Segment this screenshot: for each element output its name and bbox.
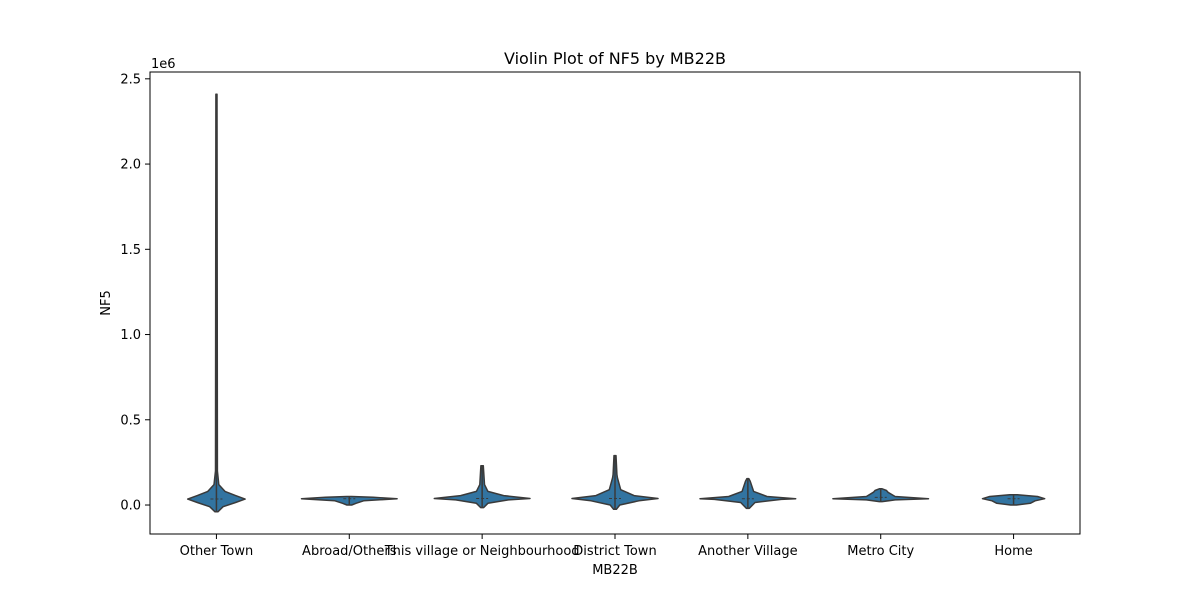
violins-group <box>186 93 1046 513</box>
x-tick-label: This village or Neighbourhood <box>384 544 580 559</box>
x-tick-label: Metro City <box>847 544 914 559</box>
y-tick-label: 1.0 <box>120 328 141 343</box>
y-tick-label: 0.0 <box>120 499 141 514</box>
x-axis-label: MB22B <box>592 563 638 578</box>
y-axis-ticks: 0.0 0.5 1.0 1.5 2.0 2.5 <box>120 72 150 514</box>
y-offset-label: 1e6 <box>151 57 176 72</box>
x-tick-label: District Town <box>573 544 656 559</box>
y-tick-label: 1.5 <box>120 243 141 258</box>
y-tick-label: 2.5 <box>120 72 141 87</box>
plot-frame <box>149 71 1081 535</box>
x-tick-label: Home <box>994 544 1032 559</box>
y-tick-label: 0.5 <box>120 413 141 428</box>
x-tick-label: Another Village <box>698 544 798 559</box>
x-tick-label: Abroad/Others <box>302 544 397 559</box>
y-axis-label: NF5 <box>99 290 114 315</box>
chart-title: Violin Plot of NF5 by MB22B <box>504 49 726 68</box>
y-tick-label: 2.0 <box>120 158 141 173</box>
x-tick-label: Other Town <box>180 544 254 559</box>
